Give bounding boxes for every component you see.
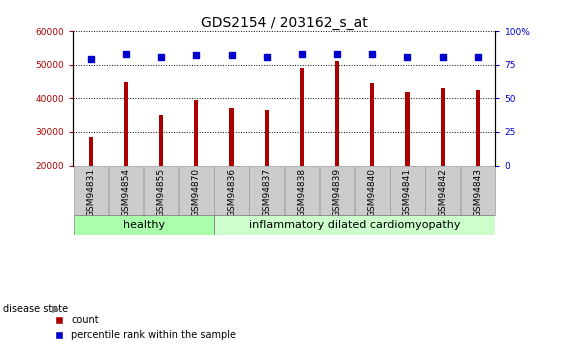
Bar [440,88,445,166]
Text: GSM94843: GSM94843 [473,168,482,217]
Bar [476,90,480,166]
Bar [320,166,354,215]
Bar [230,108,234,166]
Bar [194,100,199,166]
Bar [215,215,495,235]
Title: GDS2154 / 203162_s_at: GDS2154 / 203162_s_at [201,16,368,30]
Bar [405,91,409,166]
Text: GSM94870: GSM94870 [192,168,201,217]
Bar [179,166,213,215]
Legend: count, percentile rank within the sample: count, percentile rank within the sample [56,315,236,340]
Bar [370,83,374,166]
Text: GSM94855: GSM94855 [157,168,166,217]
Text: GSM94839: GSM94839 [333,168,342,217]
Text: GSM94854: GSM94854 [122,168,131,217]
Bar [159,115,163,166]
Text: disease state: disease state [3,304,68,314]
Bar [461,166,495,215]
Text: GSM94836: GSM94836 [227,168,236,217]
Bar [285,166,319,215]
Bar [144,166,178,215]
Bar [265,110,269,166]
Bar [390,166,425,215]
Bar [109,166,143,215]
Bar [300,68,304,166]
Text: GSM94838: GSM94838 [297,168,306,217]
Text: ▶: ▶ [52,304,59,314]
Text: GSM94837: GSM94837 [262,168,271,217]
Bar [426,166,460,215]
Bar [124,82,128,166]
Bar [335,61,339,166]
Bar [74,215,213,235]
Bar [249,166,284,215]
Bar [355,166,390,215]
Bar [74,166,108,215]
Text: GSM94831: GSM94831 [86,168,95,217]
Text: GSM94840: GSM94840 [368,168,377,217]
Text: healthy: healthy [123,220,164,230]
Text: GSM94841: GSM94841 [403,168,412,217]
Bar [89,137,93,166]
Text: inflammatory dilated cardiomyopathy: inflammatory dilated cardiomyopathy [249,220,461,230]
Bar [215,166,249,215]
Text: GSM94842: GSM94842 [438,168,447,217]
